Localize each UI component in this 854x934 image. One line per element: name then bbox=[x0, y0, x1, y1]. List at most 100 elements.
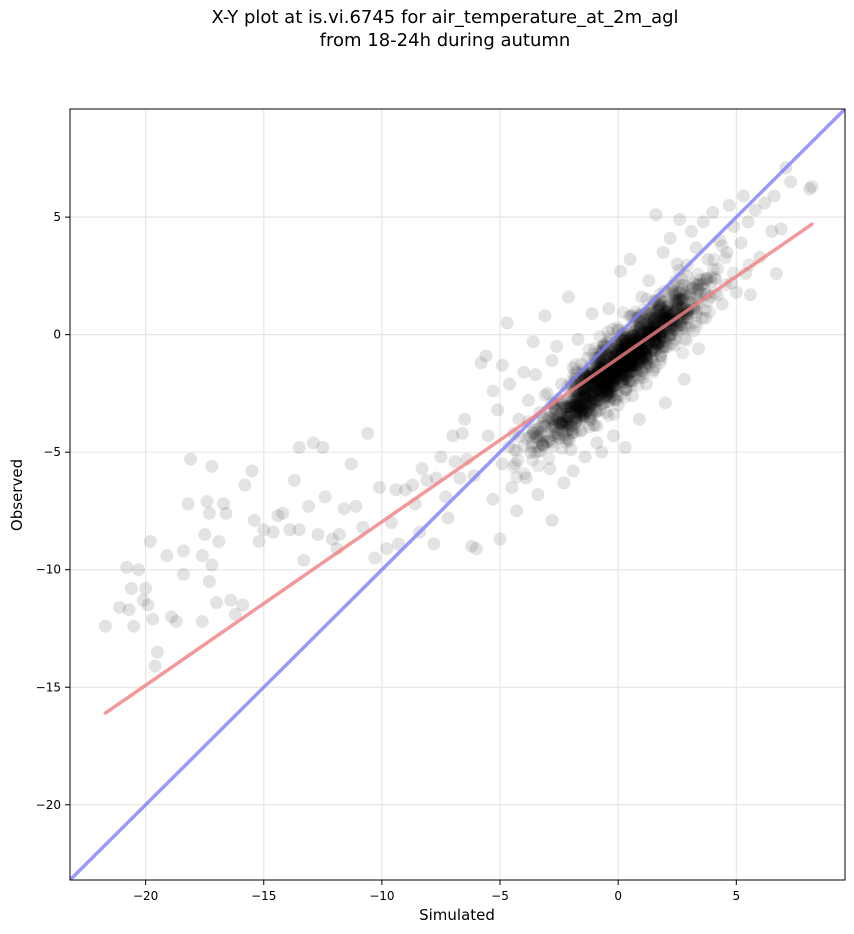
cloud-point bbox=[675, 299, 689, 313]
cloud-point bbox=[590, 419, 604, 433]
cloud-point bbox=[652, 303, 666, 317]
cloud-point bbox=[663, 328, 677, 342]
data-point bbox=[448, 455, 462, 469]
cloud-point bbox=[601, 325, 615, 339]
cloud-point bbox=[595, 378, 609, 392]
cloud-point bbox=[555, 417, 569, 431]
cloud-point bbox=[688, 315, 702, 329]
cloud-point bbox=[538, 420, 552, 434]
cloud-point bbox=[606, 377, 620, 391]
cloud-point bbox=[570, 397, 584, 411]
data-point bbox=[205, 459, 219, 473]
data-point bbox=[583, 410, 597, 424]
cloud-point bbox=[558, 414, 572, 428]
data-point bbox=[344, 457, 358, 471]
cloud-point bbox=[585, 382, 599, 396]
cloud-point bbox=[595, 375, 609, 389]
cloud-point bbox=[656, 308, 670, 322]
cloud-point bbox=[543, 433, 557, 447]
cloud-point bbox=[673, 291, 687, 305]
cloud-point bbox=[584, 395, 598, 409]
data-point bbox=[176, 567, 190, 581]
cloud-point bbox=[612, 380, 626, 394]
cloud-point bbox=[590, 403, 604, 417]
cloud-point bbox=[627, 349, 641, 363]
cloud-point bbox=[586, 388, 600, 402]
cloud-point bbox=[572, 399, 586, 413]
cloud-point bbox=[564, 406, 578, 420]
cloud-point bbox=[644, 343, 658, 357]
cloud-point bbox=[627, 351, 641, 365]
cloud-point bbox=[579, 397, 593, 411]
cloud-point bbox=[619, 382, 633, 396]
cloud-point bbox=[598, 374, 612, 388]
cloud-point bbox=[617, 356, 631, 370]
cloud-point bbox=[618, 372, 632, 386]
data-point bbox=[427, 537, 441, 551]
data-point bbox=[666, 283, 680, 297]
cloud-point bbox=[648, 312, 662, 326]
cloud-point bbox=[603, 378, 617, 392]
cloud-point bbox=[574, 411, 588, 425]
cloud-point bbox=[607, 357, 621, 371]
cloud-point bbox=[663, 328, 677, 342]
cloud-point bbox=[638, 346, 652, 360]
cloud-point bbox=[591, 394, 605, 408]
cloud-point bbox=[594, 379, 608, 393]
cloud-point bbox=[590, 388, 604, 402]
cloud-point bbox=[591, 389, 605, 403]
cloud-point bbox=[699, 272, 713, 286]
data-point bbox=[235, 598, 249, 612]
cloud-point bbox=[702, 305, 716, 319]
cloud-point bbox=[613, 367, 627, 381]
cloud-point bbox=[639, 342, 653, 356]
cloud-point bbox=[641, 353, 655, 367]
cloud-point bbox=[556, 417, 570, 431]
cloud-point bbox=[635, 364, 649, 378]
cloud-point bbox=[655, 329, 669, 343]
cloud-point bbox=[607, 379, 621, 393]
data-point bbox=[245, 464, 259, 478]
cloud-point bbox=[597, 385, 611, 399]
cloud-point bbox=[502, 439, 516, 453]
cloud-point bbox=[581, 394, 595, 408]
data-point bbox=[380, 542, 394, 556]
cloud-point bbox=[583, 384, 597, 398]
data-point bbox=[540, 386, 554, 400]
cloud-point bbox=[556, 413, 570, 427]
cloud-point bbox=[598, 388, 612, 402]
cloud-point bbox=[704, 275, 718, 289]
data-point bbox=[474, 356, 488, 370]
cloud-point bbox=[563, 406, 577, 420]
cloud-point bbox=[689, 278, 703, 292]
data-point bbox=[562, 290, 576, 304]
data-point bbox=[654, 349, 668, 363]
cloud-point bbox=[673, 292, 687, 306]
cloud-point bbox=[646, 365, 660, 379]
cloud-point bbox=[670, 326, 684, 340]
cloud-point bbox=[617, 334, 631, 348]
cloud-point bbox=[607, 407, 621, 421]
cloud-point bbox=[625, 350, 639, 364]
cloud-point bbox=[650, 303, 664, 317]
data-point bbox=[325, 532, 339, 546]
cloud-point bbox=[656, 335, 670, 349]
cloud-point bbox=[576, 389, 590, 403]
cloud-point bbox=[586, 386, 600, 400]
cloud-point bbox=[558, 407, 572, 421]
data-point bbox=[495, 358, 509, 372]
cloud-point bbox=[659, 340, 673, 354]
data-point bbox=[493, 532, 507, 546]
cloud-point bbox=[678, 321, 692, 335]
cloud-point bbox=[560, 406, 574, 420]
cloud-point bbox=[625, 324, 639, 338]
cloud-point bbox=[615, 368, 629, 382]
cloud-point bbox=[561, 411, 575, 425]
cloud-point bbox=[588, 389, 602, 403]
cloud-point bbox=[660, 301, 674, 315]
cloud-point bbox=[646, 316, 660, 330]
cloud-point bbox=[611, 360, 625, 374]
cloud-point bbox=[568, 400, 582, 414]
cloud-point bbox=[673, 293, 687, 307]
cloud-point bbox=[579, 404, 593, 418]
